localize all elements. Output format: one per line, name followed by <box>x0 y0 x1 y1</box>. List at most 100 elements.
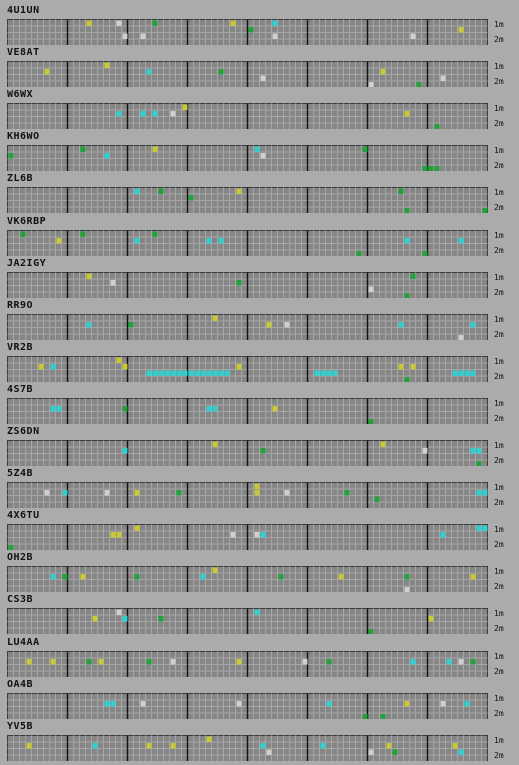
activity-cell[interactable] <box>248 27 254 33</box>
activity-cell[interactable] <box>476 448 482 454</box>
propagation-grid[interactable] <box>7 19 489 45</box>
activity-cell[interactable] <box>344 490 350 496</box>
activity-cell[interactable] <box>482 208 488 214</box>
propagation-grid[interactable] <box>7 313 489 340</box>
activity-cell[interactable] <box>44 69 50 75</box>
activity-cell[interactable] <box>326 370 332 376</box>
activity-cell[interactable] <box>458 334 464 340</box>
propagation-grid[interactable] <box>7 692 489 719</box>
activity-cell[interactable] <box>422 250 428 256</box>
activity-cell[interactable] <box>176 490 182 496</box>
activity-cell[interactable] <box>116 111 122 117</box>
activity-cell[interactable] <box>122 616 128 622</box>
activity-cell[interactable] <box>122 33 128 40</box>
activity-cell[interactable] <box>170 370 176 376</box>
activity-cell[interactable] <box>470 370 476 376</box>
propagation-grid[interactable] <box>7 482 489 509</box>
activity-cell[interactable] <box>320 370 326 376</box>
activity-cell[interactable] <box>380 713 386 719</box>
propagation-grid[interactable] <box>7 734 489 761</box>
activity-cell[interactable] <box>98 658 104 665</box>
activity-cell[interactable] <box>470 658 476 665</box>
activity-cell[interactable] <box>314 370 320 376</box>
activity-cell[interactable] <box>356 250 362 256</box>
propagation-grid[interactable] <box>7 229 489 256</box>
activity-cell[interactable] <box>440 700 446 707</box>
activity-cell[interactable] <box>320 742 326 749</box>
activity-cell[interactable] <box>116 20 122 27</box>
activity-cell[interactable] <box>470 448 476 454</box>
activity-cell[interactable] <box>260 742 266 749</box>
activity-cell[interactable] <box>374 496 380 503</box>
activity-cell[interactable] <box>254 490 260 496</box>
activity-cell[interactable] <box>404 574 410 580</box>
activity-cell[interactable] <box>302 658 308 665</box>
activity-cell[interactable] <box>260 75 266 82</box>
activity-cell[interactable] <box>410 33 416 40</box>
activity-cell[interactable] <box>104 700 110 707</box>
propagation-grid[interactable] <box>7 271 489 298</box>
activity-cell[interactable] <box>182 104 188 111</box>
activity-cell[interactable] <box>134 574 140 580</box>
activity-cell[interactable] <box>122 448 128 454</box>
activity-cell[interactable] <box>284 490 290 496</box>
activity-cell[interactable] <box>158 616 164 622</box>
propagation-grid[interactable] <box>7 650 489 677</box>
activity-cell[interactable] <box>206 405 212 412</box>
propagation-grid[interactable] <box>7 355 489 382</box>
activity-cell[interactable] <box>428 616 434 622</box>
activity-cell[interactable] <box>476 525 482 532</box>
activity-cell[interactable] <box>212 567 218 574</box>
activity-cell[interactable] <box>422 448 428 454</box>
activity-cell[interactable] <box>188 195 194 201</box>
activity-cell[interactable] <box>254 532 260 538</box>
propagation-grid[interactable] <box>7 61 489 88</box>
activity-cell[interactable] <box>116 532 122 538</box>
propagation-grid[interactable] <box>7 524 489 551</box>
activity-cell[interactable] <box>122 405 128 412</box>
activity-cell[interactable] <box>236 363 242 370</box>
activity-cell[interactable] <box>80 146 86 153</box>
activity-cell[interactable] <box>212 441 218 448</box>
activity-cell[interactable] <box>134 237 140 244</box>
activity-cell[interactable] <box>86 20 92 27</box>
activity-cell[interactable] <box>50 574 56 580</box>
activity-cell[interactable] <box>38 363 44 370</box>
activity-cell[interactable] <box>368 286 374 292</box>
activity-cell[interactable] <box>8 153 14 159</box>
activity-cell[interactable] <box>170 658 176 665</box>
activity-cell[interactable] <box>182 370 188 376</box>
activity-cell[interactable] <box>458 237 464 244</box>
activity-cell[interactable] <box>122 363 128 370</box>
activity-cell[interactable] <box>470 321 476 328</box>
activity-cell[interactable] <box>416 82 422 88</box>
propagation-grid[interactable] <box>7 608 489 635</box>
activity-cell[interactable] <box>176 370 182 376</box>
activity-cell[interactable] <box>272 20 278 27</box>
activity-cell[interactable] <box>146 742 152 749</box>
activity-cell[interactable] <box>254 146 260 153</box>
activity-cell[interactable] <box>404 292 410 298</box>
activity-cell[interactable] <box>380 69 386 75</box>
activity-cell[interactable] <box>284 321 290 328</box>
activity-cell[interactable] <box>254 609 260 616</box>
activity-cell[interactable] <box>446 658 452 665</box>
activity-cell[interactable] <box>272 33 278 40</box>
activity-cell[interactable] <box>236 658 242 665</box>
activity-cell[interactable] <box>362 713 368 719</box>
activity-cell[interactable] <box>134 525 140 532</box>
activity-cell[interactable] <box>206 370 212 376</box>
activity-cell[interactable] <box>212 405 218 412</box>
activity-cell[interactable] <box>158 370 164 376</box>
activity-cell[interactable] <box>404 376 410 382</box>
activity-cell[interactable] <box>218 370 224 376</box>
activity-cell[interactable] <box>92 742 98 749</box>
activity-cell[interactable] <box>188 370 194 376</box>
activity-cell[interactable] <box>452 370 458 376</box>
activity-cell[interactable] <box>266 749 272 755</box>
activity-cell[interactable] <box>200 370 206 376</box>
activity-cell[interactable] <box>434 166 440 172</box>
activity-cell[interactable] <box>458 749 464 755</box>
activity-cell[interactable] <box>110 532 116 538</box>
activity-cell[interactable] <box>458 370 464 376</box>
